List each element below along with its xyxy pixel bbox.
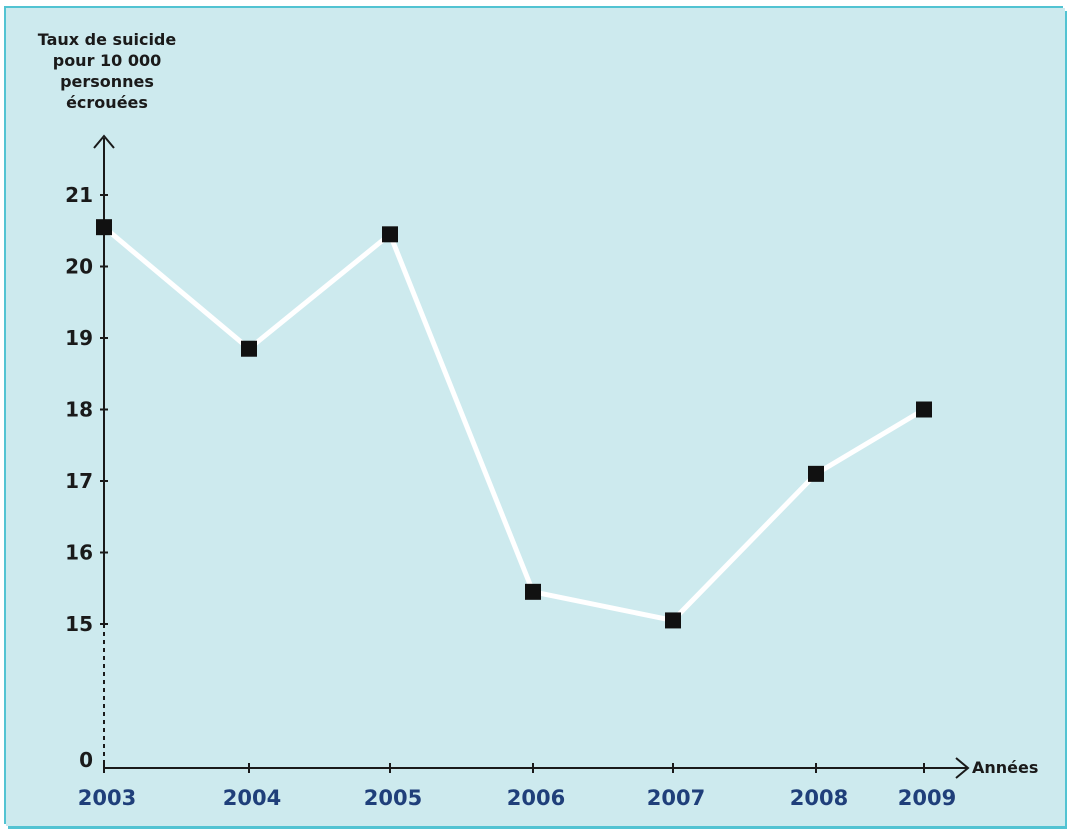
x-tick-label: 2008 [790, 786, 848, 810]
data-point [525, 583, 541, 600]
chart-panel: Taux de suicide pour 10 000 personnes éc… [4, 6, 1065, 826]
data-point [808, 465, 824, 482]
y-tick-label: 20 [65, 255, 93, 279]
x-ticks: 2003 2004 2005 2006 2007 2008 2009 [78, 763, 956, 810]
y-axis-title-line-3: personnes [60, 72, 154, 91]
series [96, 219, 932, 629]
y-tick-label: 16 [65, 541, 93, 565]
y-axis-title-line-1: Taux de suicide [38, 30, 177, 49]
y-axis-title-line-2: pour 10 000 [53, 51, 162, 70]
y-ticks: 15 16 17 18 19 20 21 [65, 183, 108, 636]
data-point [916, 401, 932, 418]
x-tick-label: 2004 [223, 786, 281, 810]
data-point [665, 612, 681, 629]
y-tick-label: 21 [65, 183, 93, 207]
y-origin-label: 0 [79, 748, 93, 772]
line-chart: Taux de suicide pour 10 000 personnes éc… [6, 8, 1065, 826]
y-tick-label: 17 [65, 469, 93, 493]
x-tick-label: 2003 [78, 786, 136, 810]
data-point [241, 340, 257, 357]
chart-background [6, 8, 1065, 826]
y-tick-label: 18 [65, 398, 93, 422]
x-tick-label: 2005 [364, 786, 422, 810]
y-axis-arrow-icon [93, 134, 115, 149]
data-point [96, 219, 112, 236]
x-axis-arrow-icon [955, 757, 970, 779]
x-axis-title: Années [972, 758, 1038, 777]
x-tick-label: 2007 [647, 786, 705, 810]
y-axis-title-line-4: écrouées [66, 93, 148, 112]
data-point [382, 226, 398, 243]
x-tick-label: 2006 [507, 786, 565, 810]
x-tick-label: 2009 [898, 786, 956, 810]
y-tick-label: 19 [65, 326, 93, 350]
y-tick-label: 15 [65, 612, 93, 636]
